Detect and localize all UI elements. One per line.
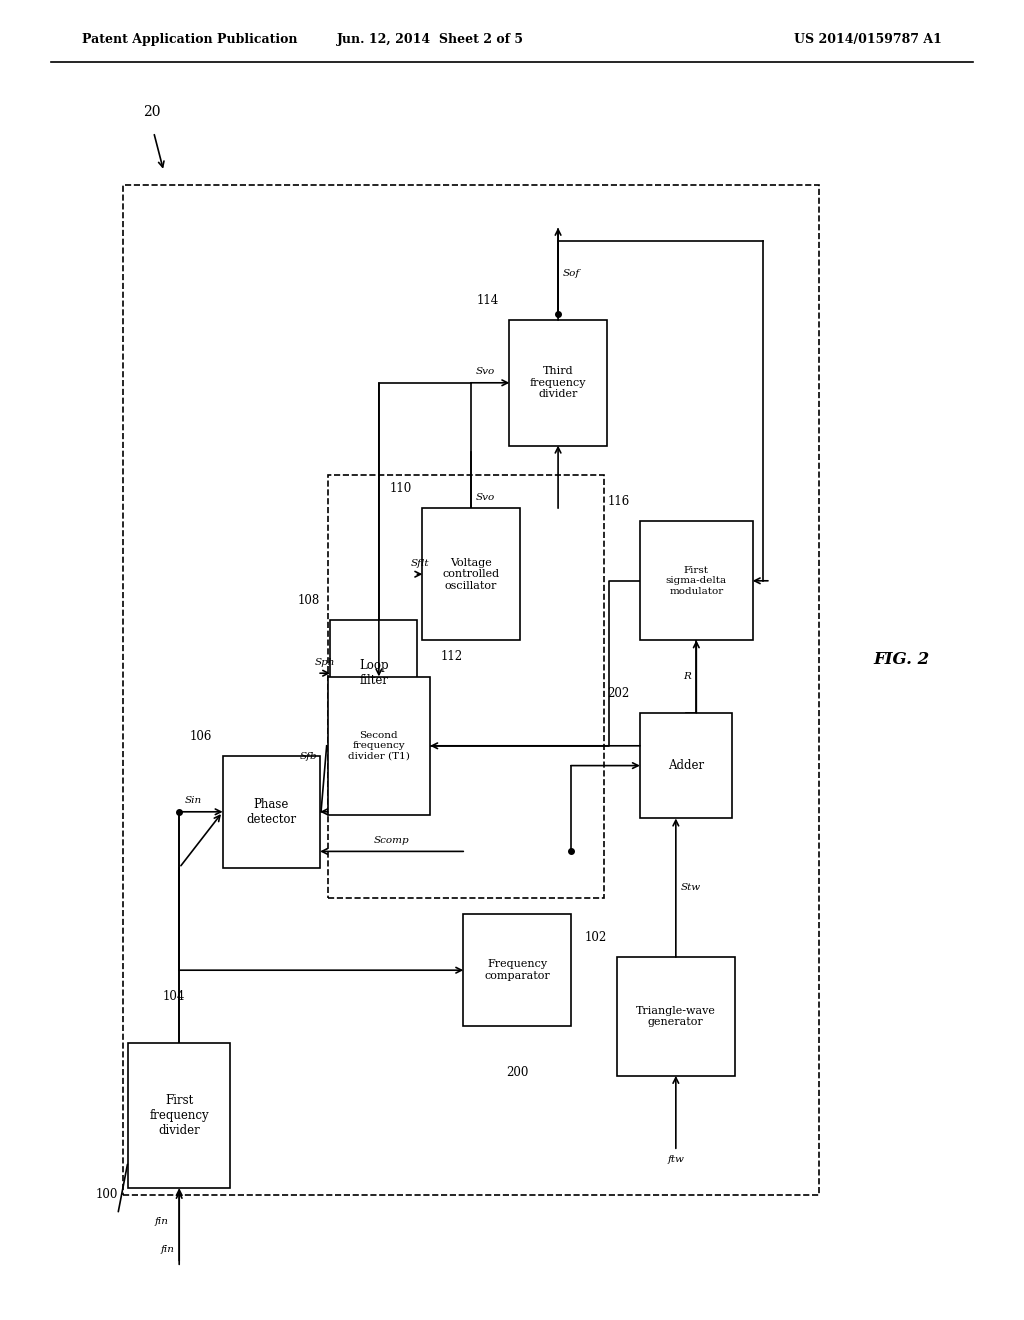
Bar	[423, 508, 520, 640]
Text: 110: 110	[390, 482, 412, 495]
Text: Patent Application Publication: Patent Application Publication	[82, 33, 297, 46]
Text: US 2014/0159787 A1: US 2014/0159787 A1	[795, 33, 942, 46]
Text: First
sigma-delta
modulator: First sigma-delta modulator	[666, 566, 727, 595]
Bar	[330, 620, 418, 726]
Bar	[463, 913, 571, 1027]
Bar	[223, 755, 319, 869]
Text: 108: 108	[298, 594, 319, 607]
Text: 104: 104	[163, 990, 185, 1003]
Text: 106: 106	[190, 730, 213, 742]
Text: R: R	[683, 672, 691, 681]
Text: Sph: Sph	[315, 657, 335, 667]
Text: Phase
detector: Phase detector	[247, 797, 296, 826]
Text: Third
frequency
divider: Third frequency divider	[529, 366, 587, 400]
Bar	[510, 321, 606, 446]
Text: FIG. 2: FIG. 2	[873, 652, 929, 668]
Bar	[328, 475, 604, 898]
Text: 20: 20	[143, 104, 161, 119]
Text: Loop
filter: Loop filter	[359, 659, 388, 688]
Text: Svo: Svo	[476, 367, 496, 376]
Text: Jun. 12, 2014  Sheet 2 of 5: Jun. 12, 2014 Sheet 2 of 5	[337, 33, 523, 46]
Text: 102: 102	[585, 931, 606, 944]
Text: Svo: Svo	[476, 492, 496, 502]
Text: ftw: ftw	[668, 1155, 684, 1164]
Text: First
frequency
divider: First frequency divider	[150, 1094, 209, 1137]
Text: 202: 202	[607, 686, 630, 700]
Bar	[328, 676, 430, 814]
Text: Voltage
controlled
oscillator: Voltage controlled oscillator	[442, 557, 500, 591]
Text: Frequency
comparator: Frequency comparator	[484, 960, 550, 981]
Text: Sflt: Sflt	[411, 558, 429, 568]
Text: Adder: Adder	[668, 759, 705, 772]
Text: Sfb: Sfb	[300, 752, 317, 762]
Text: 112: 112	[440, 651, 463, 663]
Bar	[123, 185, 819, 1195]
Text: 100: 100	[95, 1188, 118, 1201]
Text: 116: 116	[607, 495, 630, 508]
Bar	[640, 713, 732, 818]
Text: Sof: Sof	[563, 269, 581, 279]
Text: Second
frequency
divider (T1): Second frequency divider (T1)	[348, 731, 410, 760]
Text: fin: fin	[160, 1245, 174, 1254]
Text: fin: fin	[155, 1217, 169, 1225]
Text: Sin: Sin	[184, 796, 202, 805]
Text: Scomp: Scomp	[374, 836, 410, 845]
Bar	[128, 1043, 230, 1188]
Text: 200: 200	[506, 1067, 528, 1078]
Text: Triangle-wave
generator: Triangle-wave generator	[636, 1006, 716, 1027]
Bar	[616, 957, 735, 1076]
Bar	[640, 521, 753, 640]
Text: 114: 114	[477, 294, 500, 308]
Text: Stw: Stw	[681, 883, 701, 892]
